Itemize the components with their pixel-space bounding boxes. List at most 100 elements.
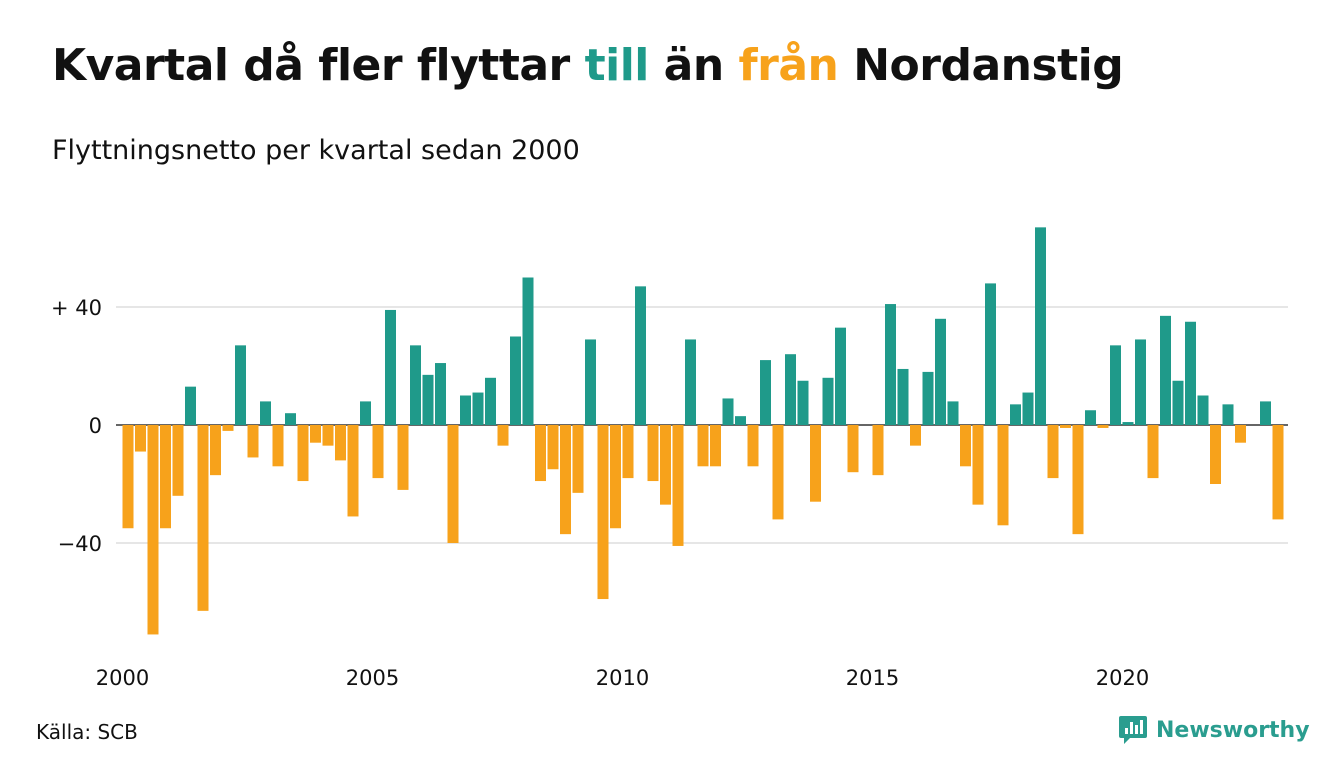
bar-negative [810, 425, 821, 502]
bar-positive [797, 380, 809, 425]
chart-title: Kvartal då fler flyttar till än från Nor… [52, 40, 1124, 91]
bar-negative [547, 425, 559, 470]
bar-positive [1222, 404, 1234, 425]
bar-positive [522, 277, 534, 425]
bar-positive [735, 416, 746, 425]
bar-negative [972, 425, 984, 505]
x-tick-label: 2005 [346, 666, 399, 690]
bar-positive [1260, 401, 1271, 425]
bar-positive [1172, 380, 1184, 425]
bar-negative [710, 425, 721, 467]
bar-positive [685, 339, 696, 425]
bar-positive [1160, 315, 1171, 425]
bar-negative [335, 425, 346, 461]
brand-name: Newsworthy [1156, 717, 1310, 743]
bar-negative [847, 425, 859, 473]
bar-negative [610, 425, 621, 529]
bar-positive [897, 368, 909, 425]
bar-positive [1035, 227, 1046, 425]
bar-negative [772, 425, 784, 520]
bar-negative [372, 425, 384, 479]
x-tick-label: 2000 [96, 666, 149, 690]
bar-positive [1085, 410, 1096, 425]
bar-negative [1072, 425, 1084, 535]
bar-positive [1135, 339, 1146, 425]
axis-layer: + 40 0 −40 2000 2005 2010 2015 2020 [51, 296, 1149, 690]
bar-positive [985, 283, 996, 425]
bar-negative [172, 425, 184, 496]
bar-negative [1047, 425, 1059, 479]
bar-negative [135, 425, 146, 452]
bar-negative [997, 425, 1009, 526]
bar-positive [510, 336, 521, 425]
title-part-3: Nordanstig [838, 40, 1124, 91]
bar-positive [260, 401, 271, 425]
bar-negative [1060, 425, 1071, 428]
bar-negative [572, 425, 584, 493]
bar-positive [1197, 395, 1209, 425]
bar-negative [697, 425, 709, 467]
bar-positive [635, 286, 646, 425]
bar-positive [1022, 392, 1034, 425]
bar-positive [947, 401, 959, 425]
y-tick-label: 0 [89, 414, 102, 438]
bar-positive [360, 401, 371, 425]
bar-negative [272, 425, 284, 467]
bar-positive [935, 318, 946, 425]
bar-positive [822, 377, 834, 425]
x-tick-label: 2015 [846, 666, 899, 690]
bar-negative [960, 425, 971, 467]
bar-positive [885, 304, 896, 425]
bar-positive [422, 374, 434, 425]
bar-negative [560, 425, 571, 535]
title-part-1: Kvartal då fler flyttar [52, 40, 585, 91]
bar-negative [1147, 425, 1159, 479]
bar-negative [197, 425, 209, 611]
bar-negative [1235, 425, 1246, 443]
bar-positive [1010, 404, 1021, 425]
bar-negative [297, 425, 309, 482]
title-highlight-till: till [584, 40, 650, 91]
bar-positive [472, 392, 484, 425]
bar-positive [185, 386, 196, 425]
bar-chart: + 40 0 −40 2000 2005 2010 2015 2020 [51, 227, 1288, 690]
bar-negative [147, 425, 159, 635]
bar-positive [835, 327, 846, 425]
source-note: Källa: SCB [36, 720, 138, 744]
title-part-2: än [648, 40, 739, 91]
bars-layer [122, 227, 1284, 635]
bar-positive [435, 363, 446, 425]
bar-negative [347, 425, 359, 517]
bar-negative [310, 425, 321, 443]
bar-negative [447, 425, 459, 543]
bar-negative [222, 425, 234, 431]
bar-negative [1210, 425, 1221, 484]
bar-positive [460, 395, 471, 425]
bar-positive [760, 360, 771, 425]
bar-positive [585, 339, 596, 425]
y-tick-label: −40 [58, 532, 102, 556]
brand-logo: Newsworthy [1118, 714, 1310, 746]
bar-positive [385, 309, 396, 425]
bar-negative [247, 425, 259, 458]
title-highlight-fran: från [738, 40, 839, 91]
bar-negative [910, 425, 921, 446]
bar-negative [597, 425, 609, 600]
bar-positive [485, 377, 496, 425]
bar-positive [785, 354, 796, 425]
bar-positive [235, 345, 246, 425]
newsworthy-logo-icon [1119, 716, 1147, 744]
bar-positive [1110, 345, 1121, 425]
bar-negative [747, 425, 759, 467]
bar-positive [410, 345, 421, 425]
bar-negative [672, 425, 684, 546]
bar-negative [210, 425, 221, 476]
bar-negative [872, 425, 884, 476]
bar-negative [1272, 425, 1284, 520]
x-tick-label: 2010 [596, 666, 649, 690]
bar-negative [660, 425, 671, 505]
bar-positive [1122, 422, 1134, 425]
bar-negative [622, 425, 634, 479]
bar-negative [397, 425, 409, 490]
chart-subtitle: Flyttningsnetto per kvartal sedan 2000 [52, 135, 580, 166]
